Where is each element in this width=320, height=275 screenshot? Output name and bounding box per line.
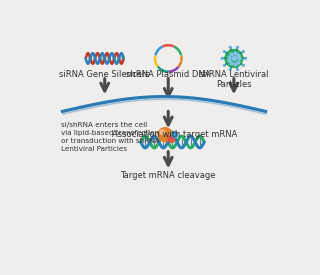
Circle shape [243, 64, 244, 66]
Circle shape [225, 50, 243, 67]
Circle shape [224, 51, 225, 53]
Circle shape [160, 130, 164, 134]
Text: shRNA Plasmid DNA: shRNA Plasmid DNA [126, 70, 211, 79]
Circle shape [172, 132, 178, 138]
Circle shape [243, 51, 244, 53]
Text: si/shRNA enters the cell
via lipid-based transfection
or transduction with shRNA: si/shRNA enters the cell via lipid-based… [61, 122, 160, 152]
Text: siRNA Gene Silencers: siRNA Gene Silencers [59, 70, 150, 79]
Circle shape [245, 57, 246, 59]
Circle shape [236, 46, 238, 48]
Circle shape [229, 69, 231, 70]
Circle shape [221, 57, 223, 59]
Circle shape [229, 46, 231, 48]
Circle shape [168, 135, 175, 142]
Circle shape [224, 64, 225, 66]
Text: Target mRNA cleavage: Target mRNA cleavage [121, 170, 216, 180]
Text: shRNA Lentiviral
Particles: shRNA Lentiviral Particles [199, 70, 268, 89]
Circle shape [158, 128, 172, 142]
Text: Association with target mRNA: Association with target mRNA [112, 130, 237, 139]
Circle shape [236, 69, 238, 70]
